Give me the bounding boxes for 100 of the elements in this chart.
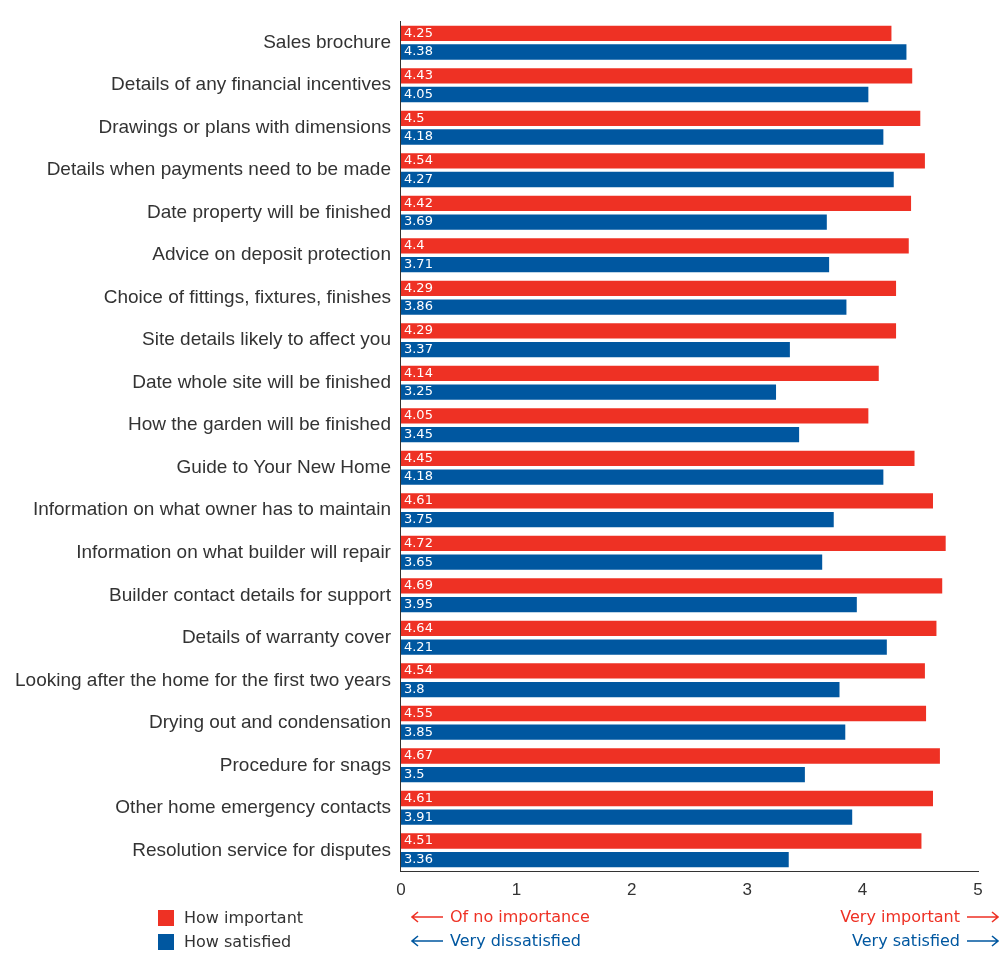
data-label: 4.18: [403, 468, 433, 484]
bar: [400, 705, 927, 722]
data-label: 3.25: [403, 383, 433, 399]
bar: [400, 681, 840, 698]
data-label: 3.5: [403, 766, 425, 782]
y-tick-label: Sales brochure: [263, 30, 391, 52]
bar: [400, 129, 884, 145]
bar: [400, 110, 921, 126]
data-label: 4.67: [403, 747, 433, 763]
x-tick-label: 1: [511, 880, 522, 900]
data-label: 4.54: [403, 152, 433, 168]
bar: [400, 195, 912, 212]
y-tick-label: Drawings or plans with dimensions: [98, 115, 391, 137]
text: Very satisfied: [852, 931, 960, 950]
data-label: 3.36: [403, 851, 433, 867]
bar: [400, 153, 925, 169]
data-label: 4.61: [403, 492, 433, 508]
bar: [400, 554, 823, 570]
x-tick-label: 4: [857, 880, 868, 900]
data-label: 4.18: [403, 128, 433, 144]
bar: [400, 44, 907, 60]
bar: [400, 663, 925, 679]
x-tick-label: 0: [396, 880, 406, 900]
data-label: 3.86: [403, 298, 433, 314]
bar: [400, 256, 830, 273]
y-tick-label: Advice on deposit protection: [152, 243, 391, 265]
y-tick-label: Looking after the home for the first two years: [15, 668, 391, 690]
x-tick-label: 3: [742, 880, 752, 900]
data-label: 4.29: [403, 279, 433, 295]
bar: [400, 852, 789, 868]
y-tick-label: Site details likely to affect you: [142, 328, 391, 350]
bar: [400, 639, 887, 655]
data-label: 4.61: [403, 789, 433, 805]
bar: [400, 25, 892, 41]
bar: [400, 341, 790, 358]
y-tick-label: Other home emergency contacts: [115, 796, 391, 818]
y-tick-label: Resolution service for disputes: [132, 838, 391, 860]
data-label: 3.91: [403, 808, 433, 824]
x-tick-label: 5: [973, 880, 983, 900]
bar: [400, 790, 933, 807]
y-tick-label: Details of any financial incentives: [111, 73, 391, 95]
data-label: 4.4: [403, 237, 425, 253]
data-label: 3.95: [403, 596, 433, 612]
text: Very dissatisfied: [450, 931, 581, 950]
x-tick-label: 2: [627, 880, 637, 900]
data-label: 4.29: [403, 322, 433, 338]
data-label: 4.51: [403, 832, 433, 848]
bar: [400, 724, 846, 740]
y-tick-label: Date whole site will be finished: [132, 370, 391, 392]
bar: [400, 596, 857, 613]
bar: [400, 578, 943, 594]
bar: [400, 68, 913, 84]
data-label: 4.14: [403, 364, 433, 380]
data-label: 4.25: [403, 24, 433, 40]
bar: [400, 365, 879, 382]
data-label: 4.05: [403, 407, 433, 423]
data-label: 4.72: [403, 534, 433, 550]
data-label: 3.75: [403, 510, 433, 526]
data-label: 4.55: [403, 704, 433, 720]
y-tick-label: Details when payments need to be made: [46, 158, 391, 180]
y-tick-label: Procedure for snags: [219, 753, 391, 775]
y-tick-label: Drying out and condensation: [149, 711, 391, 733]
data-label: 3.85: [403, 723, 433, 739]
bar: [400, 171, 894, 188]
bar: [400, 299, 847, 315]
bar: [400, 833, 922, 849]
y-tick-label: How the garden will be finished: [127, 413, 391, 435]
data-label: 4.5: [403, 109, 425, 125]
y-tick-label: Details of warranty cover: [181, 626, 392, 648]
legend-label: How important: [184, 908, 304, 927]
y-tick-label: Builder contact details for support: [108, 583, 392, 605]
bar: [400, 384, 777, 400]
data-label: 4.27: [403, 170, 433, 186]
bar: [400, 408, 869, 424]
data-label: 3.65: [403, 553, 433, 569]
data-label: 4.38: [403, 43, 433, 59]
data-label: 4.45: [403, 449, 433, 465]
bar: [400, 86, 869, 103]
data-label: 4.54: [403, 662, 433, 678]
y-tick-label: Information on what builder will repair: [76, 541, 392, 563]
data-label: 4.64: [403, 619, 433, 635]
bar: [400, 511, 834, 528]
legend-label: How satisfied: [184, 932, 292, 951]
y-tick-label: Information on what owner has to maintain: [32, 498, 391, 520]
y-tick-label: Date property will be finished: [147, 200, 391, 222]
data-label: 4.43: [403, 67, 433, 83]
data-label: 3.69: [403, 213, 433, 229]
bar: [400, 809, 853, 825]
bar: [400, 426, 800, 443]
y-tick-label: Choice of fittings, fixtures, finishes: [103, 285, 391, 307]
bar: [400, 323, 897, 339]
data-label: 3.8: [403, 681, 425, 697]
data-label: 3.71: [403, 255, 433, 271]
bar: [400, 620, 937, 637]
text: Of no importance: [450, 907, 590, 926]
data-label: 3.37: [403, 340, 433, 356]
data-label: 4.21: [403, 638, 433, 654]
data-label: 3.45: [403, 425, 433, 441]
text: Very important: [840, 907, 960, 926]
bar: [400, 469, 884, 485]
